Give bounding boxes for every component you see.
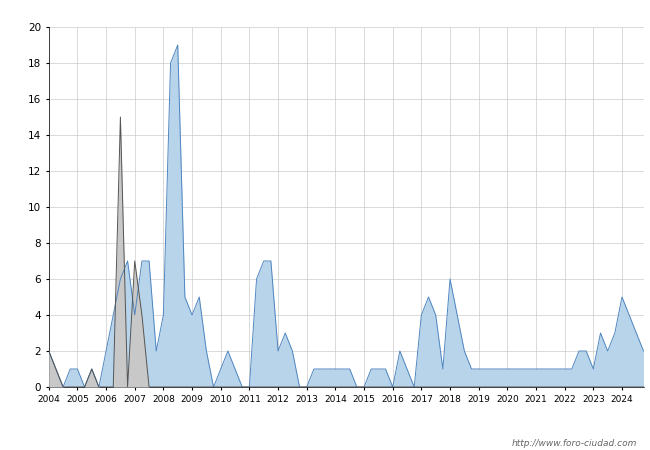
- Text: Vistabella del Maestrat - Evolucion del Nº de Transacciones Inmobiliarias: Vistabella del Maestrat - Evolucion del …: [98, 10, 552, 23]
- Text: http://www.foro-ciudad.com: http://www.foro-ciudad.com: [512, 439, 637, 448]
